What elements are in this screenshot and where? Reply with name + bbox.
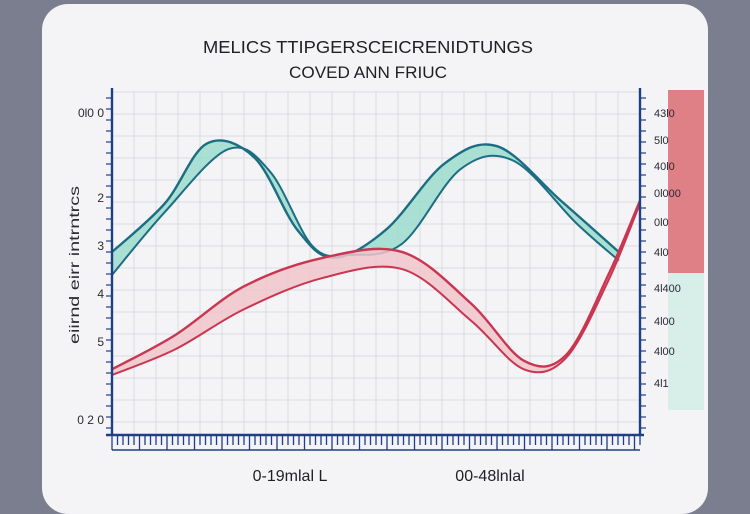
x-ticks	[111, 435, 641, 450]
y-tick-label-right: 4l00	[654, 316, 675, 328]
chart-subtitle: COVED ANN FRIUC	[289, 63, 447, 82]
y-tick-label-left: 3	[97, 239, 104, 253]
y-tick-label-right: 4l00	[654, 346, 675, 358]
series-line-lower-2	[111, 203, 641, 376]
series-band-1	[112, 140, 619, 275]
series-line-upper-2	[111, 200, 642, 371]
y-tick-label-left: 4	[97, 287, 104, 301]
grid	[111, 91, 641, 435]
chart-title: MELICS TTIPGERSCEICRENIDTUNGS	[203, 37, 533, 57]
y-tick-label-right: 0l0	[654, 217, 669, 229]
y-tick-label-right: 40l0	[654, 161, 675, 173]
y-tick-label-right: 4l400	[654, 283, 681, 295]
y-axis-label: eiirnd eirr intrntrcs	[66, 186, 82, 344]
right-band-top	[668, 90, 704, 273]
y-tick-label-left: 2	[97, 191, 104, 205]
y-tick-label-right: 0l000	[654, 188, 681, 200]
x-tick-label: 0-19mlal L	[253, 468, 328, 485]
y-tick-label-right: 4l0	[654, 247, 669, 259]
y-tick-label-left: 0 2 0	[77, 413, 104, 427]
y-tick-label-right: 4l1	[654, 378, 669, 390]
y-tick-label-right: 5l0	[654, 135, 669, 147]
right-band-bottom	[668, 273, 704, 410]
y-tick-label-right: 43l0	[654, 108, 675, 120]
chart: MELICS TTIPGERSCEICRENIDTUNGS COVED ANN …	[66, 37, 704, 485]
y-tick-label-left: 0l0 0	[78, 106, 104, 120]
y-tick-label-left: 5	[97, 335, 104, 349]
x-tick-label: 00-48lnlal	[455, 468, 524, 485]
